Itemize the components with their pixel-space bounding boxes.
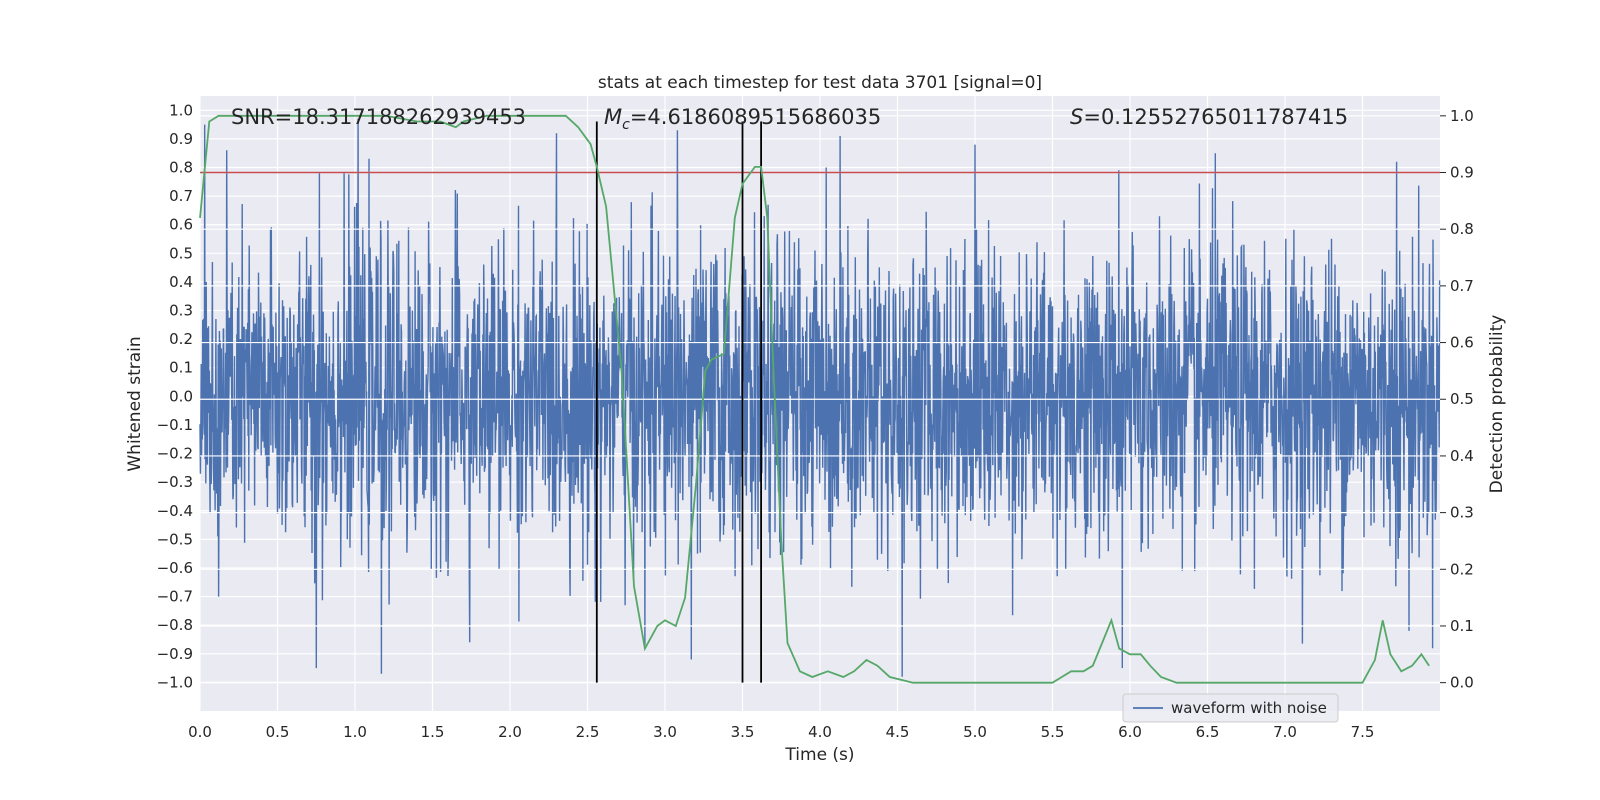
left-y-tick-label: 0.6 xyxy=(169,216,193,234)
s-value: =0.12552765011787415 xyxy=(1083,105,1348,129)
right-y-tick-label: 0.1 xyxy=(1450,617,1474,635)
x-tick-label: 1.0 xyxy=(343,723,367,741)
left-y-tick-label: −0.8 xyxy=(157,616,193,634)
chirp-mass-symbol: M xyxy=(604,105,622,129)
x-tick-label: 2.5 xyxy=(576,723,600,741)
left-y-tick-label: −0.9 xyxy=(157,645,193,663)
left-y-tick-label: 1.0 xyxy=(169,101,193,119)
snr-annotation: SNR=18.317188262939453 xyxy=(231,105,526,129)
x-tick-label: 5.0 xyxy=(963,723,987,741)
legend-label: waveform with noise xyxy=(1171,699,1327,717)
left-y-axis: 1.0 0.9 0.8 0.7 0.6 0.5 0.4 0.3 0.2 0.1 0.0 −0.1 −0.… xyxy=(157,101,193,691)
left-y-tick-label: 0.0 xyxy=(169,387,193,405)
right-y-tick-label: 1.0 xyxy=(1450,107,1474,125)
left-y-tick-label: −0.7 xyxy=(157,588,193,606)
x-tick-label: 4.0 xyxy=(808,723,832,741)
left-y-tick-label: 0.4 xyxy=(169,273,193,291)
right-y-tick-label: 0.6 xyxy=(1450,334,1474,352)
x-tick-label: 1.5 xyxy=(421,723,445,741)
left-y-tick-label: −1.0 xyxy=(157,673,193,691)
chirp-mass-value: =4.6186089515686035 xyxy=(630,105,881,129)
s-symbol: S xyxy=(1070,105,1083,129)
right-y-tick-label: 0.7 xyxy=(1450,277,1474,295)
right-y-tick-label: 0.9 xyxy=(1450,164,1474,182)
x-axis: 0.0 0.5 1.0 1.5 2.0 2.5 3.0 3.5 4.0 4.5 5.0 5.5 6.0 6… xyxy=(188,723,1374,741)
x-tick-label: 0.0 xyxy=(188,723,212,741)
left-y-tick-label: 0.2 xyxy=(169,330,193,348)
left-y-tick-label: 0.5 xyxy=(169,244,193,262)
x-tick-label: 7.5 xyxy=(1351,723,1375,741)
legend-box xyxy=(1122,693,1339,723)
left-y-tick-label: −0.1 xyxy=(157,416,193,434)
x-tick-label: 4.5 xyxy=(886,723,910,741)
x-tick-label: 0.5 xyxy=(266,723,290,741)
right-y-tick-label: 0.3 xyxy=(1450,504,1474,522)
left-y-tick-label: −0.5 xyxy=(157,530,193,548)
x-axis-title: Time (s) xyxy=(784,745,854,765)
left-y-tick-label: 0.7 xyxy=(169,187,193,205)
x-tick-label: 3.5 xyxy=(731,723,755,741)
chirp-mass-subscript: c xyxy=(622,117,630,133)
chirp-mass-annotation: Mc=4.6186089515686035 xyxy=(604,105,881,133)
waveform-layer xyxy=(199,118,1441,677)
right-y-axis-title: Detection probability xyxy=(1487,315,1507,494)
right-y-tick-label: 0.2 xyxy=(1450,560,1474,578)
right-y-tick-label: 0.4 xyxy=(1450,447,1474,465)
right-y-tick-label: 0.5 xyxy=(1450,390,1474,408)
x-tick-label: 7.0 xyxy=(1273,723,1297,741)
left-y-tick-label: 0.3 xyxy=(169,302,193,320)
legend: waveform with noise xyxy=(1122,693,1339,723)
waveform-series xyxy=(199,118,1441,677)
left-y-tick-label: −0.6 xyxy=(157,559,193,577)
right-axis-gridlines xyxy=(200,115,1440,684)
x-tick-label: 3.0 xyxy=(653,723,677,741)
s-annotation: S=0.12552765011787415 xyxy=(1070,105,1348,129)
left-y-tick-label: 0.9 xyxy=(169,130,193,148)
left-y-tick-label: −0.2 xyxy=(157,445,193,463)
right-y-tick-label: 0.0 xyxy=(1450,674,1474,692)
left-y-axis-title: Whitened strain xyxy=(125,336,145,471)
detection-probability-series xyxy=(199,114,1430,684)
left-y-tick-label: −0.4 xyxy=(157,502,193,520)
chart-title: stats at each timestep for test data 370… xyxy=(598,73,1042,93)
right-y-tick-label: 0.8 xyxy=(1450,220,1474,238)
x-tick-label: 6.5 xyxy=(1196,723,1220,741)
x-tick-label: 5.5 xyxy=(1041,723,1065,741)
right-y-axis: 1.0 0.9 0.8 0.7 0.6 0.5 0.4 0.3 0.2 0.1 0.0 xyxy=(1440,107,1474,692)
x-tick-label: 6.0 xyxy=(1118,723,1142,741)
left-y-tick-label: −0.3 xyxy=(157,473,193,491)
left-y-tick-label: 0.8 xyxy=(169,159,193,177)
x-tick-label: 2.0 xyxy=(498,723,522,741)
left-y-tick-label: 0.1 xyxy=(169,359,193,377)
vertical-markers xyxy=(595,121,762,683)
